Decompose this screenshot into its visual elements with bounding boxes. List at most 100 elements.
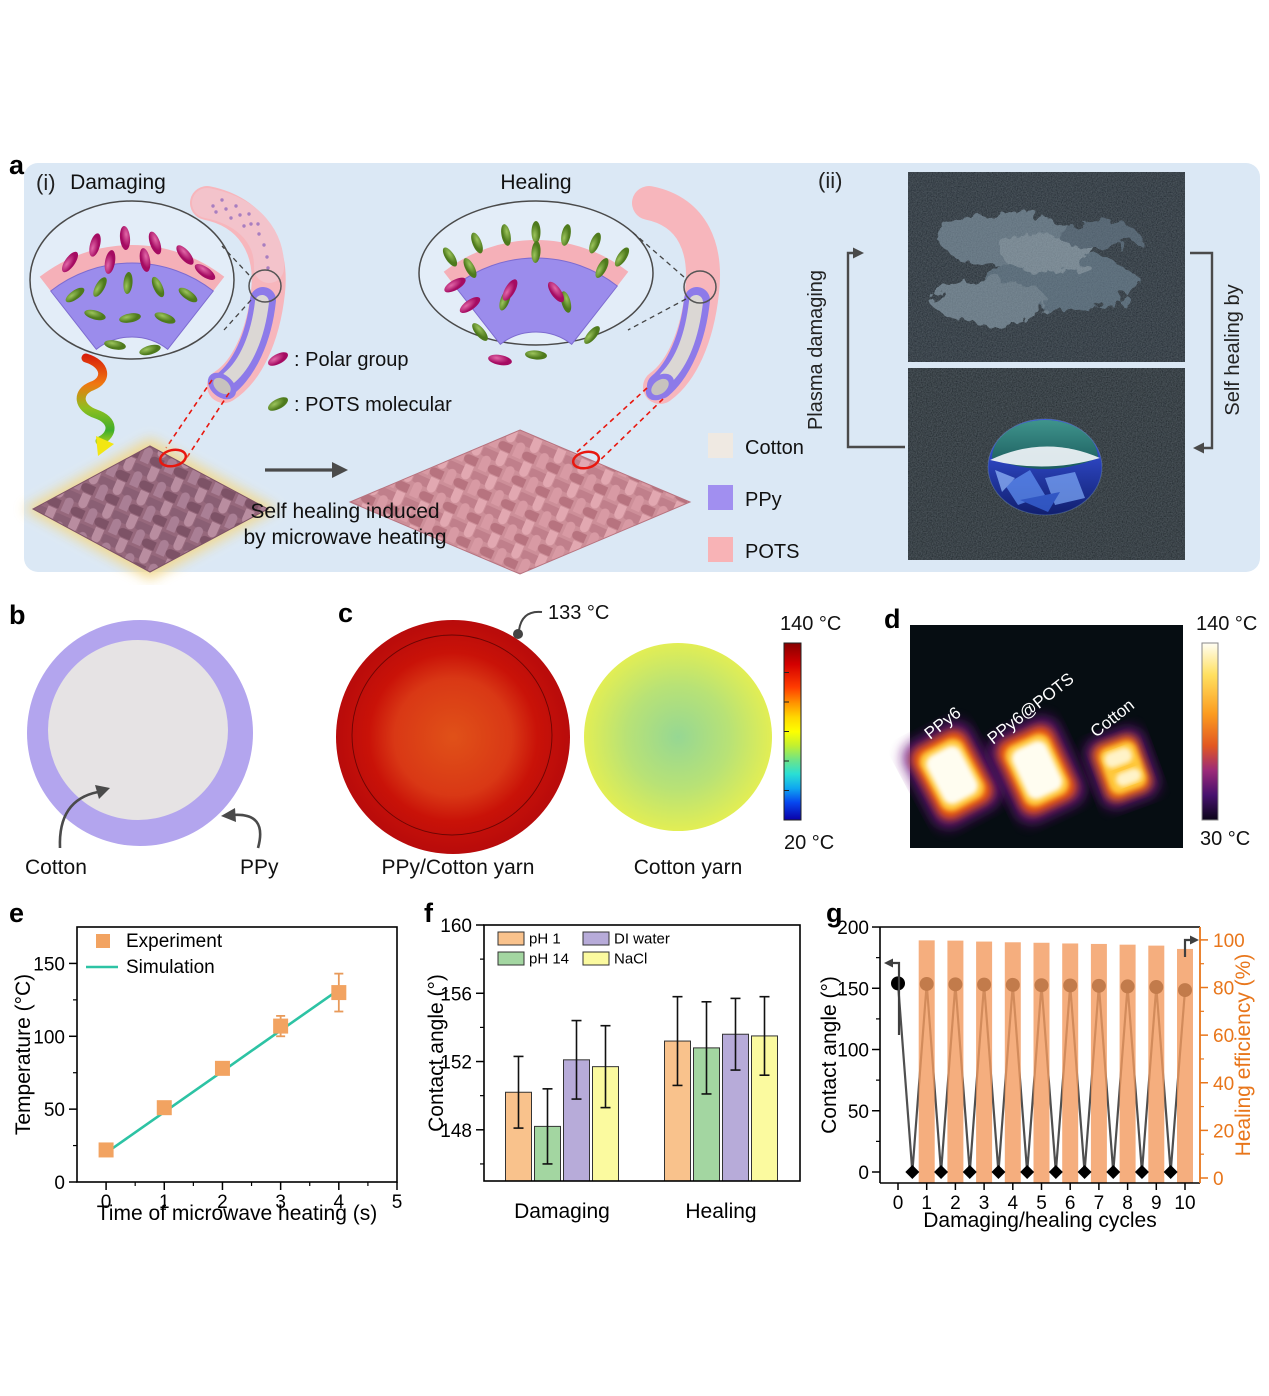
tick-label: 0 (54, 1173, 65, 1194)
panel-b: b Cotton PPy (9, 600, 279, 879)
damaged-angle-point (1134, 1165, 1149, 1179)
pots-molecules (65, 272, 198, 356)
panel-e-letter: e (9, 898, 24, 928)
tick-label: 148 (440, 1121, 472, 1142)
legend-swatch-ph-1 (497, 931, 525, 946)
caption-line1: Self healing induced (250, 500, 439, 523)
experiment-point (273, 1018, 289, 1034)
molecule-legend: : Polar group : POTS molecular (268, 349, 452, 416)
annotation-leader (518, 610, 543, 631)
healing-arrow (265, 462, 348, 478)
tick-label: 160 (440, 916, 472, 937)
tick-label: 100 (33, 1027, 65, 1048)
plasma-damaging-bracket (846, 247, 905, 449)
healing-efficiency-bar (976, 941, 993, 1183)
tick-label: 150 (837, 979, 869, 1000)
tick-label: 60 (1213, 1026, 1234, 1047)
thermal-sample-cotton (1084, 727, 1160, 809)
plasma-damaging-label: Plasma damaging (805, 270, 827, 430)
tick-label: Damaging (514, 1200, 610, 1223)
tick-label: 8 (1122, 1193, 1133, 1214)
pots-label: POTS (745, 541, 799, 563)
damaged-fabric-photo (908, 172, 1185, 362)
pots-molecules (442, 221, 630, 360)
chart-contact-angle-bars: 148 152 156 160 Damaging Healing Contact angle… (425, 916, 801, 1223)
ppy-swatch (708, 485, 733, 510)
tick-label: Temperature (°C) (12, 974, 35, 1135)
plot-frame (483, 924, 801, 1182)
error-bar (542, 1088, 553, 1165)
tick-label: 3 (275, 1192, 286, 1213)
pots-swatch (708, 537, 733, 562)
tick-label: NaCl (614, 951, 647, 968)
tick-label: 0 (101, 1192, 112, 1213)
tick-label: 50 (44, 1100, 65, 1121)
colorbar-d-min: 30 °C (1200, 828, 1250, 850)
damaged-angle-point (962, 1165, 977, 1179)
error-bar (600, 1024, 611, 1109)
damaged-angle-point (905, 1165, 920, 1179)
tick-label: 5 (1036, 1193, 1047, 1214)
legend-swatch-nacl (582, 951, 610, 966)
healing-efficiency-bar (1033, 942, 1050, 1183)
panel-a-ii-label: (ii) (818, 168, 842, 193)
polar-group-icon (268, 352, 288, 366)
tick-label: 3 (979, 1193, 990, 1214)
healing-efficiency-bar (1148, 945, 1165, 1183)
cotton-label: Cotton (745, 437, 804, 459)
tick-label: 0 (858, 1163, 869, 1184)
annotation-dot (513, 629, 523, 639)
cotton-core (48, 640, 228, 820)
speckles (211, 198, 270, 270)
panel-a-letter: a (9, 150, 25, 180)
tick-label: 5 (392, 1192, 403, 1213)
healing-efficiency-bar (1090, 943, 1107, 1183)
healing-efficiency-bar (1004, 942, 1021, 1183)
tick-label: Simulation (126, 957, 215, 978)
tick-label: 10 (1174, 1193, 1195, 1214)
tick-label: 50 (848, 1102, 869, 1123)
healing-efficiency-bar (918, 940, 935, 1183)
tick-label: 100 (1213, 931, 1245, 952)
damage-spot-marker (158, 448, 188, 468)
damaged-angle-point (934, 1165, 949, 1179)
experiment-point (331, 985, 347, 1001)
self-healing-label: Self healing by (1222, 284, 1244, 415)
colorbar-c-min: 20 °C (784, 832, 834, 854)
error-bar (571, 1019, 582, 1100)
damaged-angle-point (991, 1165, 1006, 1179)
panel-f-letter: f (424, 898, 434, 928)
polar-group-molecules (61, 226, 216, 281)
temperature-annotation: 133 °C (548, 602, 609, 624)
cotton-yarn-title: Cotton yarn (634, 856, 743, 879)
tick-label: 156 (440, 984, 472, 1005)
tick-label: 6 (1065, 1193, 1076, 1214)
materials-legend: Cotton PPy POTS (708, 433, 804, 563)
error-bar (672, 995, 683, 1087)
ppy-cotton-yarn-title: PPy/Cotton yarn (382, 856, 535, 879)
pots-molecular-icon (268, 397, 288, 411)
colorbar-d: 140 °C 30 °C (1196, 613, 1257, 850)
damaging-title: Damaging (70, 171, 166, 194)
tick-label: 4 (1008, 1193, 1019, 1214)
healing-title: Healing (500, 171, 571, 194)
tick-label: Contact angle (°) (425, 974, 448, 1132)
tick-label: Contact angle (°) (818, 976, 841, 1134)
panel-a: a (i) Damaging Healing (9, 150, 1260, 580)
thermal-sample-ppy6 (902, 721, 1002, 829)
tick-label: pH 14 (529, 951, 569, 968)
tick-label: Damaging/healing cycles (923, 1209, 1156, 1232)
healed-spot-marker (571, 450, 601, 470)
experiment-point (214, 1060, 230, 1076)
caption-line2: by microwave heating (243, 526, 446, 549)
healing-efficiency-bar (947, 940, 964, 1183)
tick-label: 20 (1213, 1121, 1234, 1142)
tick-label: 2 (217, 1192, 228, 1213)
left-axis-arrow (889, 961, 901, 1035)
cotton-yarn-sim (584, 643, 772, 831)
polar-group-molecules (444, 277, 565, 366)
magnifier-circle (248, 269, 282, 303)
tick-label: 4 (334, 1192, 345, 1213)
